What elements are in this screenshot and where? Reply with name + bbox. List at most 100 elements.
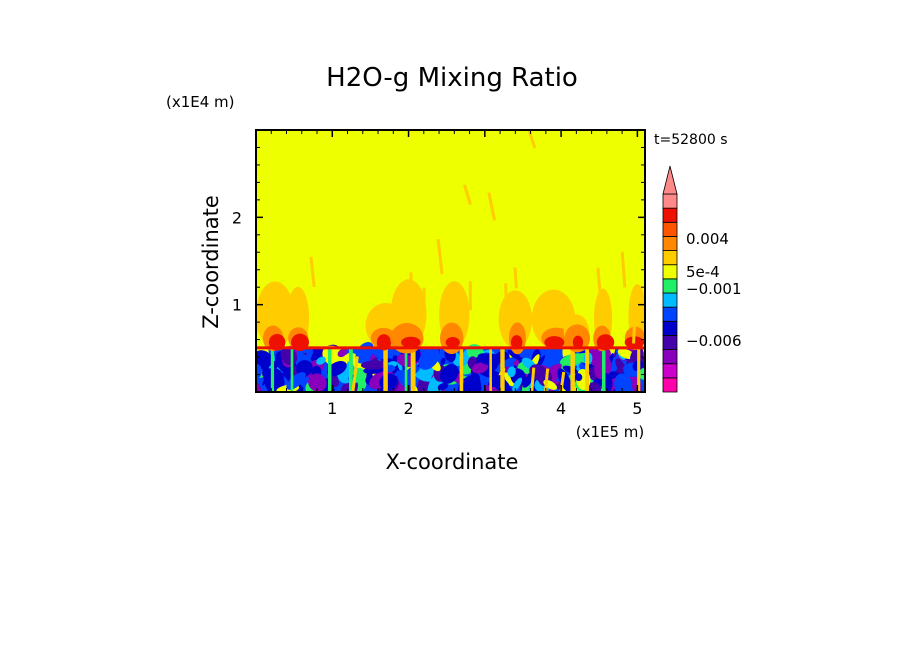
x-tick-label: 4 [556, 399, 566, 418]
colorbar-swatch [662, 264, 678, 280]
x-axis-label: X-coordinate [386, 450, 519, 474]
field-eddy [587, 381, 602, 392]
colorbar-swatch [662, 250, 678, 266]
field-filament [527, 130, 537, 149]
field-updraft [348, 348, 353, 392]
field-filament [487, 192, 497, 221]
field-filament [220, 348, 228, 369]
field-eddy [470, 368, 482, 392]
field-updraft [270, 348, 275, 392]
field-eddy [440, 357, 446, 365]
field-eddy [471, 362, 489, 374]
colorbar-swatch [662, 207, 678, 223]
field-filament [492, 405, 499, 424]
field-filament [436, 239, 444, 275]
field-eddy [603, 373, 613, 392]
field-eddy [562, 379, 570, 386]
field-eddy [330, 374, 339, 388]
field-eddy [507, 350, 522, 360]
field-eddy [440, 363, 459, 384]
field-eddy [437, 382, 449, 391]
x-tick-label: 5 [632, 399, 642, 418]
field-filament [351, 356, 359, 392]
field-updraft [585, 348, 590, 392]
field-filament [468, 281, 472, 311]
field-capping [256, 346, 645, 350]
field-updraft [489, 348, 492, 392]
field-eddy [574, 373, 583, 382]
field-updraft [327, 348, 332, 392]
colorbar-label: −0.006 [686, 332, 742, 350]
field-eddy [263, 370, 272, 382]
field-eddy [614, 373, 634, 392]
field-updraft [637, 348, 641, 392]
x-tick-label: 1 [327, 399, 337, 418]
field-filament [429, 415, 441, 452]
field-eddy [418, 347, 440, 370]
colorbar-arrow [662, 165, 678, 195]
field-filament [543, 368, 550, 392]
y-axis-label: Z-coordinate [199, 195, 223, 329]
field-eddy [494, 356, 518, 371]
chart-title: H2O-g Mixing Ratio [326, 63, 578, 93]
field-filament [463, 184, 472, 205]
field-plume [401, 336, 421, 348]
field-filament [409, 272, 414, 305]
field-eddy [638, 367, 645, 380]
colorbar-swatch [662, 306, 678, 322]
y-tick-label: 1 [232, 296, 242, 315]
field-updraft [383, 348, 388, 392]
time-label: t=52800 s [654, 132, 728, 148]
colorbar-swatch [662, 320, 678, 336]
colorbar-swatch [662, 377, 678, 393]
field-layer [191, 71, 724, 452]
field-eddy [522, 373, 534, 388]
field-eddy [308, 373, 327, 392]
plot-frame [255, 129, 646, 393]
colorbar-swatch [662, 292, 678, 308]
field-updraft [290, 348, 294, 392]
field-filament [243, 315, 249, 338]
field-updraft [500, 348, 505, 392]
field-updraft [404, 348, 408, 392]
field-filament [266, 406, 279, 441]
field-updraft [570, 348, 575, 392]
colorbar-swatch [662, 335, 678, 350]
colorbar-swatch [662, 349, 678, 365]
field-eddy [360, 360, 389, 370]
field-eddy [512, 377, 523, 392]
field-plume [544, 336, 565, 349]
field-updraft [459, 348, 464, 392]
colorbar-labels: 0.004 5e-4 −0.001 −0.006 [686, 230, 742, 350]
field-filament [530, 367, 536, 392]
field-plume [510, 335, 523, 350]
field-eddy [316, 356, 326, 365]
colorbar-swatch [662, 363, 678, 379]
field-filament [712, 71, 724, 98]
x-tick-label: 2 [403, 399, 413, 418]
colorbar-swatch [662, 236, 678, 251]
field-plume [445, 337, 460, 348]
colorbar [662, 165, 678, 393]
colorbar-label: 5e-4 [686, 263, 720, 281]
field-filament [191, 336, 200, 367]
field-filament [620, 251, 627, 288]
y-tick-label: 2 [232, 208, 242, 227]
field-updraft [601, 348, 606, 392]
x-tick-label: 3 [480, 399, 490, 418]
field-eddy [297, 366, 305, 372]
field-eddy [337, 348, 348, 358]
y-axis-ticks: 12 [232, 146, 645, 376]
colorbar-swatch [662, 278, 678, 294]
field-filament [309, 256, 316, 288]
colorbar-label: −0.001 [686, 280, 742, 298]
field-filament [504, 283, 508, 310]
y-axis-unit: (x1E4 m) [166, 93, 235, 111]
colorbar-swatch [662, 193, 678, 209]
x-axis-ticks: 1 2 3 4 5 [270, 130, 642, 418]
field-updraft [410, 348, 416, 392]
field-filament [513, 267, 518, 289]
field-eddy [326, 361, 347, 377]
